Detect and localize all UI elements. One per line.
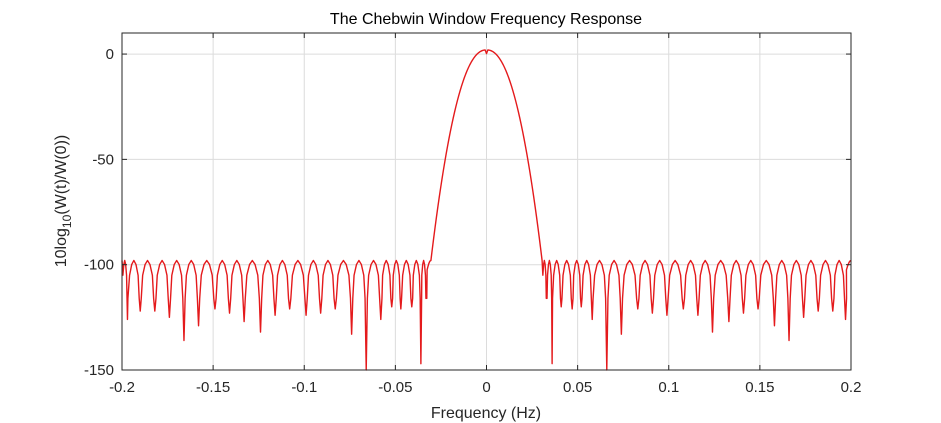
response-line <box>121 49 852 371</box>
y-tick-label: 0 <box>106 46 114 63</box>
y-axis-label-subscript: 10 <box>60 214 74 228</box>
y-tick-label: -100 <box>84 257 114 274</box>
x-tick-label: 0.1 <box>658 379 679 396</box>
y-axis-label: 10log10(W(t)/W(0)) <box>53 135 74 267</box>
y-tick-label: -50 <box>92 151 114 168</box>
x-tick-label: 0.15 <box>745 379 774 396</box>
x-tick-label: 0.05 <box>563 379 592 396</box>
x-tick-label: -0.2 <box>109 379 135 396</box>
x-tick-label: -0.05 <box>378 379 412 396</box>
y-axis-label-suffix: (W(t)/W(0)) <box>53 135 70 215</box>
x-tick-label: -0.1 <box>291 379 317 396</box>
x-tick-label: 0 <box>482 379 490 396</box>
chart-title: The Chebwin Window Frequency Response <box>330 11 642 28</box>
y-axis-label-prefix: 10log <box>53 228 70 267</box>
x-axis-label: Frequency (Hz) <box>431 405 541 422</box>
x-tick-label: -0.15 <box>196 379 230 396</box>
x-tick-label: 0.2 <box>841 379 862 396</box>
data-layer <box>121 49 852 371</box>
tick-layer: -0.2 -0.15 -0.1 -0.05 0 0.05 0.1 0.15 0.2 0 -50 -10… <box>84 33 861 396</box>
y-tick-label: -150 <box>84 362 114 379</box>
